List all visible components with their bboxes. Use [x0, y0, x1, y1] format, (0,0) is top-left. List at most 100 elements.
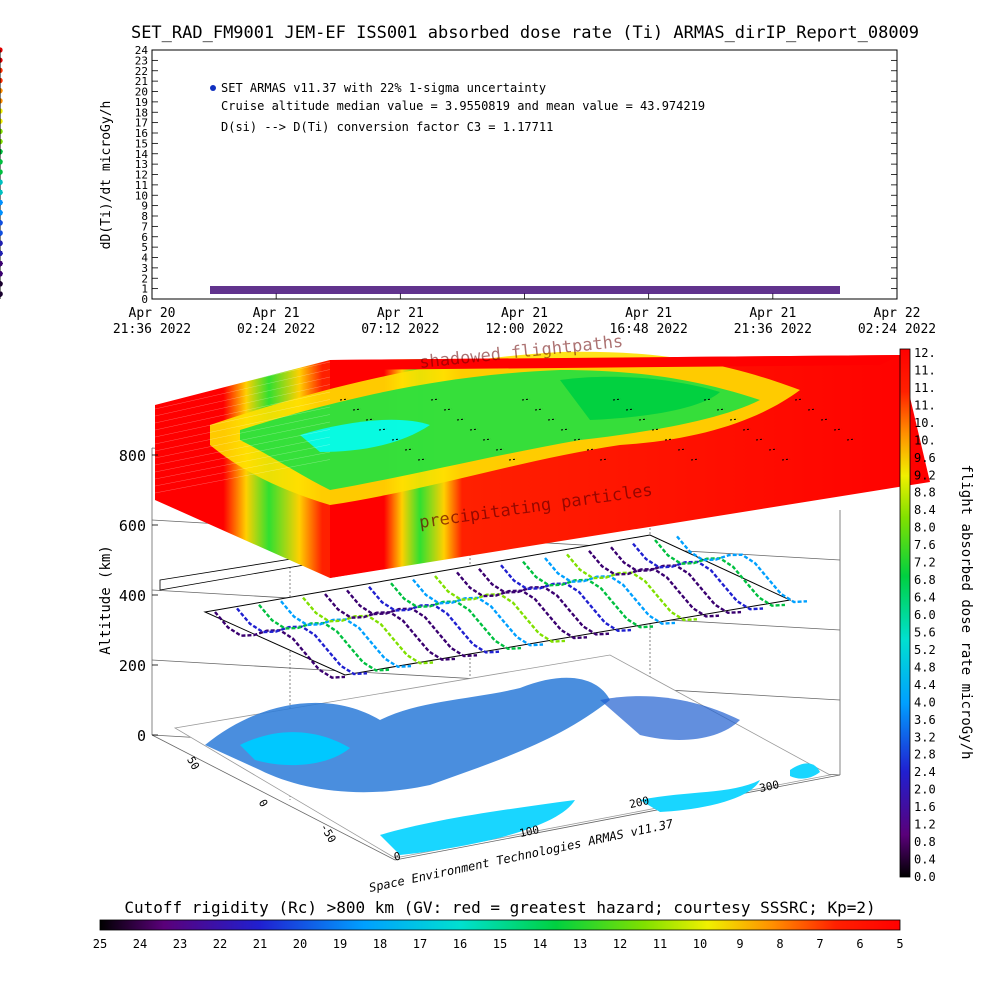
top-y-tick-label: 0: [141, 293, 148, 306]
dose-point: [0, 77, 3, 84]
longitude-tick-label: 100: [518, 823, 540, 840]
dose-point: [0, 220, 3, 226]
top-y-tick-label: 6: [141, 231, 148, 244]
shadowed-path-dash: [521, 398, 531, 401]
shadowed-path-dash: [651, 428, 661, 431]
dose-rate-colorbar-tick: 3.6: [914, 713, 936, 727]
dose-rate-colorbar-tick: 9.6: [914, 451, 936, 465]
dose-rate-colorbar-tick: 8.4: [914, 503, 936, 517]
shadowed-path-dash: [443, 408, 453, 411]
cutoff-colorbar-tick: 20: [293, 937, 307, 951]
top-x-tick-date: Apr 21: [501, 306, 548, 321]
shadowed-path-dash: [742, 428, 752, 431]
dose-point: [0, 149, 3, 155]
dose-point: [0, 271, 3, 277]
shadowed-path-dash: [794, 398, 804, 401]
top-y-axis-label: dD(Ti)/dt microGy/h: [99, 101, 114, 250]
cutoff-colorbar-tick: 18: [373, 937, 387, 951]
shadowed-path-dash: [547, 418, 557, 421]
dose-rate-colorbar-tick: 4.8: [914, 660, 936, 674]
dose-point: [0, 108, 3, 114]
top-x-tick-time: 07:12 2022: [361, 322, 439, 337]
dose-rate-colorbar-tick: 1.6: [914, 800, 936, 814]
flight-track-curve: [390, 582, 522, 651]
dose-point: [0, 281, 3, 287]
shadowed-path-dash: [599, 458, 609, 461]
shadowed-path-dash: [404, 448, 414, 451]
slab-layer-line: [154, 436, 331, 473]
shadowed-path-dash: [625, 408, 635, 411]
dose-point: [0, 98, 3, 104]
cutoff-colorbar-tick: 13: [573, 937, 587, 951]
slab-hatching: [154, 361, 856, 494]
top-x-tick-time: 21:36 2022: [113, 322, 191, 337]
top-x-tick-date: Apr 21: [377, 306, 424, 321]
dose-rate-colorbar-tick: 5.6: [914, 625, 936, 639]
dose-rate-colorbar-tick: 5.2: [914, 643, 936, 657]
cutoff-colorbar-tick: 5: [896, 937, 903, 951]
cutoff-colorbar-tick: 11: [653, 937, 667, 951]
slab-layer-line: [154, 421, 331, 459]
flight-track-curve: [258, 604, 390, 672]
cutoff-colorbar-tick: 22: [213, 937, 227, 951]
slab-layer-line: [154, 376, 331, 417]
top-y-tick-label: 5: [141, 241, 148, 254]
dose-point: [0, 159, 3, 165]
top-y-tick-label: 21: [135, 75, 148, 88]
top-chart-title: SET_RAD_FM9001 JEM-EF ISS001 absorbed do…: [131, 23, 919, 43]
top-x-tick-date: Apr 21: [625, 306, 672, 321]
dose-rate-colorbar-tick: 8.0: [914, 521, 936, 535]
slab-layer-line: [154, 361, 331, 403]
shadowed-path-dash: [469, 428, 479, 431]
flight-track-curve: [654, 539, 786, 607]
flight-track-curve: [236, 607, 368, 676]
shadowed-path-dash: [755, 438, 765, 441]
shadowed-path-dash: [664, 438, 674, 441]
dose-point: [0, 47, 3, 53]
altitude-tick-label: 800: [119, 447, 146, 465]
flight-track-curve: [478, 568, 610, 636]
dose-rate-colorbar-label: flight absorbed dose rate microGy/h: [958, 464, 974, 759]
shadowed-path-dash: [768, 448, 778, 451]
shadowed-path-dash: [807, 408, 817, 411]
flight-track-curve: [522, 560, 654, 629]
slab-layer-line: [154, 406, 331, 445]
dose-rate-colorbar-tick: 9.2: [914, 468, 936, 482]
shadowed-path-dash: [716, 408, 726, 411]
cutoff-colorbar-tick: 17: [413, 937, 427, 951]
slab-layer-line: [154, 414, 331, 452]
dose-rate-colorbar-tick: 6.4: [914, 591, 936, 605]
cutoff-colorbar-title: Cutoff rigidity (Rc) >800 km (GV: red = …: [124, 898, 875, 917]
top-y-tick-label: 10: [135, 189, 148, 202]
shadowed-path-dash: [833, 428, 843, 431]
top-data-series: [0, 47, 840, 299]
dose-rate-colorbar-tick: 6.8: [914, 573, 936, 587]
flight-track-curve: [280, 600, 412, 669]
slab-layer-line: [154, 399, 331, 438]
slab-layer-line: [154, 451, 331, 487]
top-y-tick-label: 1: [141, 283, 148, 296]
dose-rate-colorbar-tick: 11.: [914, 398, 936, 412]
dose-point: [0, 189, 3, 195]
flight-track-curve: [434, 575, 566, 643]
top-y-tick-label: 2: [141, 272, 148, 285]
top-y-tick-label: 12: [135, 169, 148, 182]
flight-track-curve: [500, 564, 632, 633]
flight-track-curve: [610, 546, 742, 615]
top-y-tick-label: 8: [141, 210, 148, 223]
top-x-tick-time: 02:24 2022: [237, 322, 315, 337]
precipitating-particles-slab: shadowed flightpaths precipitating parti…: [154, 332, 930, 578]
top-y-tick-label: 3: [141, 262, 148, 275]
top-y-tick-label: 15: [135, 137, 148, 150]
top-x-tick-time: 21:36 2022: [734, 322, 812, 337]
shadowed-path-dash: [417, 458, 427, 461]
dose-rate-colorbar-tick: 8.8: [914, 486, 936, 500]
longitude-tick-label: 200: [628, 794, 650, 811]
top-y-tick-label: 20: [135, 86, 148, 99]
legend-marker: [210, 85, 216, 91]
cutoff-colorbar-ticks: 25 24 23 22 21 20 19 18 17 16 15 14 13 12 11 10 9 8 7 6 5: [93, 937, 904, 951]
dose-point: [0, 88, 3, 94]
dose-point: [0, 118, 3, 124]
top-x-tick-time: 16:48 2022: [610, 322, 688, 337]
